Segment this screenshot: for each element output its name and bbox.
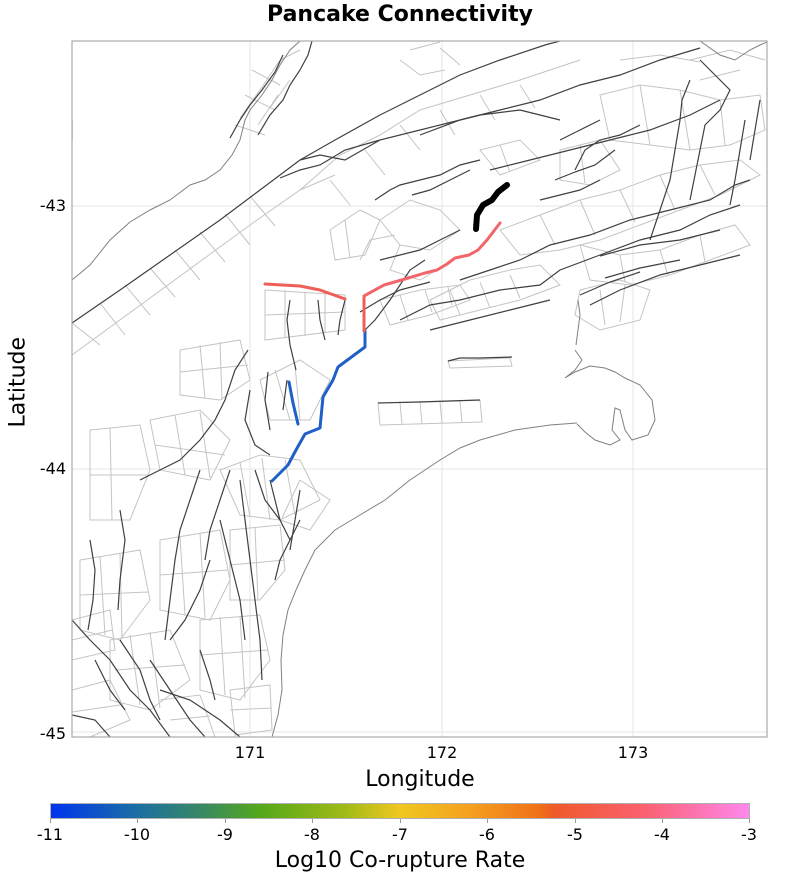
colorbar-tick-label: -7	[392, 825, 408, 844]
colorbar-tick-label: -5	[567, 825, 583, 844]
colorbar-tick	[575, 819, 576, 823]
fault-traces: L	[72, 41, 761, 737]
chart-title: Pancake Connectivity	[267, 2, 533, 27]
co-rupture-faults	[263, 182, 510, 483]
colorbar-tick	[137, 819, 138, 823]
x-axis-label: Longitude	[365, 767, 475, 792]
fault-subsections	[72, 41, 766, 737]
coastline	[72, 41, 767, 737]
colorbar-tick	[50, 819, 51, 823]
colorbar-tick-label: -3	[741, 825, 757, 844]
y-tick-label: -45	[39, 724, 66, 743]
x-tick-label: 172	[426, 743, 458, 762]
source-fault-trace	[473, 182, 510, 232]
colorbar-tick-label: -9	[217, 825, 233, 844]
colorbar-tick	[225, 819, 226, 823]
colorbar-tick	[487, 819, 488, 823]
pink-fault-trace	[362, 221, 502, 298]
colorbar-tick-label: -11	[36, 825, 64, 844]
colorbar-label: Log10 Co-rupture Rate	[274, 848, 526, 873]
colorbar-tick-label: -6	[479, 825, 495, 844]
colorbar	[50, 803, 750, 819]
colorbar-tick-label: -8	[304, 825, 320, 844]
y-tick-label: -44	[39, 459, 66, 478]
y-axis-label: Latitude	[5, 336, 31, 428]
colorbar-tick	[400, 819, 401, 823]
red-fault-trace	[263, 282, 347, 301]
x-tick-label: 171	[234, 743, 266, 762]
colorbar-tick-label: -10	[123, 825, 151, 844]
blue-fault-trace	[270, 329, 367, 483]
colorbar-tick	[749, 819, 750, 823]
x-tick-label: 173	[617, 743, 649, 762]
gridlines	[72, 41, 767, 737]
colorbar-tick	[662, 819, 663, 823]
plot-frame	[71, 40, 768, 738]
colorbar-tick	[312, 819, 313, 823]
y-tick-label: -43	[39, 196, 66, 215]
colorbar-tick-label: -4	[654, 825, 670, 844]
blue-fault-branch	[287, 380, 300, 426]
